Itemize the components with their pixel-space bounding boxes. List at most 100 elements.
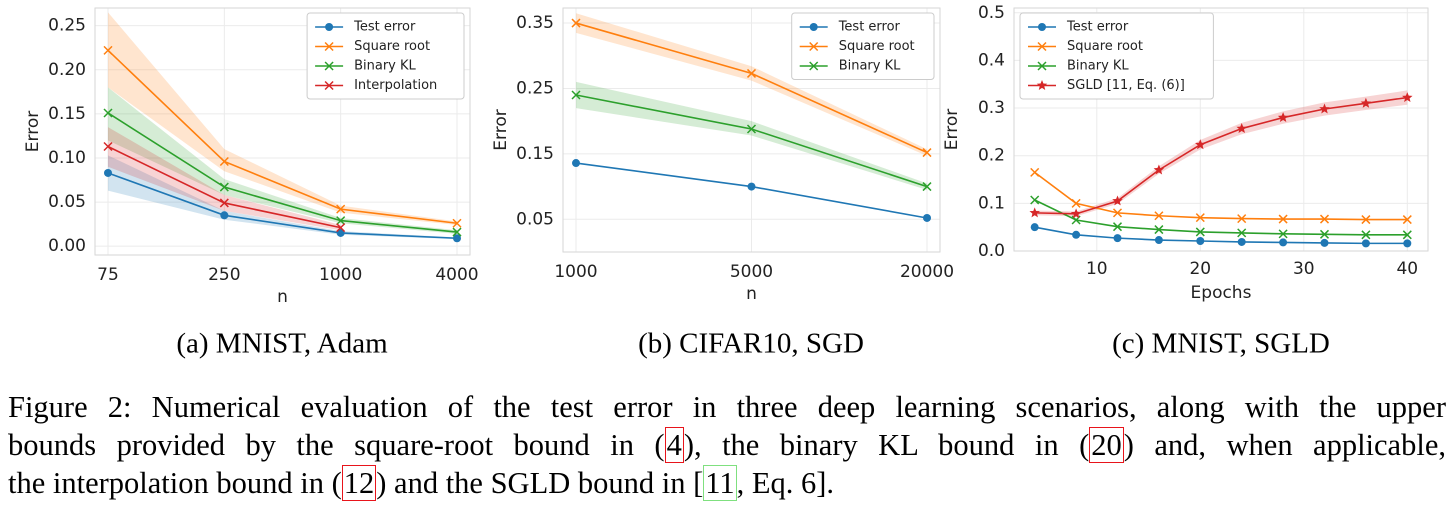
y-tick-label: 0.05 (516, 209, 554, 229)
marker (336, 204, 346, 214)
marker (1071, 198, 1081, 208)
x-tick-label: 30 (1293, 259, 1315, 279)
x-tick-label: 4000 (435, 265, 478, 285)
series-line (1034, 226, 1408, 245)
x-axis-label: n (277, 287, 288, 307)
legend-label: Square root (354, 39, 430, 54)
legend-marker (809, 23, 818, 31)
marker (1319, 103, 1330, 114)
legend-label: Square root (839, 39, 915, 54)
subcaption: (c) MNIST, SGLD (1112, 328, 1330, 360)
x-tick-label: 1000 (554, 262, 597, 282)
x-axis-label: Epochs (1191, 283, 1252, 303)
marker (1196, 236, 1205, 245)
error-band (108, 12, 457, 226)
y-tick-label: 0.15 (48, 104, 86, 124)
legend-label: Binary KL (839, 59, 901, 74)
citation-link: 11 (703, 465, 737, 501)
y-tick-label: 0.5 (978, 3, 1005, 23)
x-tick-label: 20000 (900, 262, 954, 282)
series-line (1034, 96, 1408, 215)
marker (1112, 208, 1123, 218)
marker (746, 68, 757, 78)
y-tick-label: 0.3 (978, 98, 1005, 118)
x-axis-label: n (746, 284, 757, 304)
marker (452, 227, 462, 237)
marker (104, 168, 112, 177)
marker (1402, 92, 1413, 103)
y-axis-label: Error (491, 109, 511, 150)
caption-text: the interpolation bound in ( (8, 466, 342, 500)
marker (1070, 208, 1082, 219)
y-axis-label: Error (23, 111, 43, 152)
marker (1029, 207, 1040, 218)
legend-marker (809, 61, 819, 71)
y-tick-label: 0.4 (978, 50, 1005, 70)
marker (336, 228, 345, 237)
marker (922, 148, 932, 158)
legend-marker (1038, 23, 1046, 31)
y-axis-label: Error (942, 109, 962, 150)
caption-line: bounds provided by the square-root bound… (8, 426, 1446, 464)
error-band (108, 127, 341, 231)
marker (572, 159, 580, 168)
legend-label: Square root (1067, 39, 1143, 54)
marker (1153, 164, 1165, 175)
series-line (107, 49, 458, 225)
marker (1360, 97, 1372, 108)
marker (103, 45, 113, 55)
marker (1237, 237, 1246, 246)
x-tick-label: 5000 (730, 262, 773, 282)
legend-marker (1037, 41, 1047, 52)
marker (746, 124, 757, 134)
x-tick-label: 10 (1086, 259, 1108, 279)
legend (1019, 12, 1214, 100)
legend-marker (325, 23, 334, 31)
marker (1278, 214, 1288, 224)
marker (219, 198, 229, 208)
plot-frame (1013, 7, 1429, 252)
x-tick-label: 20 (1189, 259, 1211, 279)
marker (336, 216, 346, 226)
marker (1154, 236, 1163, 245)
citation-link: 12 (341, 465, 377, 501)
marker (1319, 229, 1330, 239)
marker (1195, 227, 1205, 237)
marker (1030, 223, 1039, 232)
subcaption: (b) CIFAR10, SGD (638, 328, 864, 360)
marker (1154, 211, 1164, 221)
marker (1113, 234, 1122, 243)
citation-link: 4 (664, 427, 684, 463)
legend-label: Binary KL (354, 59, 416, 74)
marker (453, 234, 461, 243)
marker (1320, 238, 1329, 247)
caption-text: ) and, when applicable, (1123, 428, 1446, 462)
error-band (108, 155, 457, 240)
legend (306, 12, 465, 100)
caption-line: Figure 2: Numerical evaluation of the te… (8, 388, 1446, 426)
marker (1030, 195, 1040, 205)
legend (791, 12, 935, 80)
marker (1361, 239, 1370, 248)
x-tick-label: 1000 (319, 265, 362, 285)
marker (923, 213, 931, 222)
legend-label: Interpolation (354, 78, 437, 93)
legend-label: Test error (1066, 20, 1129, 35)
y-tick-label: 0.25 (48, 16, 86, 36)
marker (1279, 238, 1288, 247)
marker (103, 141, 113, 152)
marker (1361, 230, 1371, 240)
marker (1195, 213, 1205, 223)
legend-label: Test error (353, 20, 416, 35)
legend-marker (324, 41, 334, 52)
marker (571, 18, 581, 28)
marker (452, 218, 462, 228)
series-line (107, 112, 458, 233)
series-line (1034, 199, 1408, 236)
error-band (576, 81, 927, 190)
marker (747, 182, 756, 191)
y-tick-label: 0.20 (48, 60, 86, 80)
marker (1236, 123, 1247, 133)
caption-text: , Eq. 6]. (736, 466, 835, 500)
plot-frame (562, 7, 941, 253)
